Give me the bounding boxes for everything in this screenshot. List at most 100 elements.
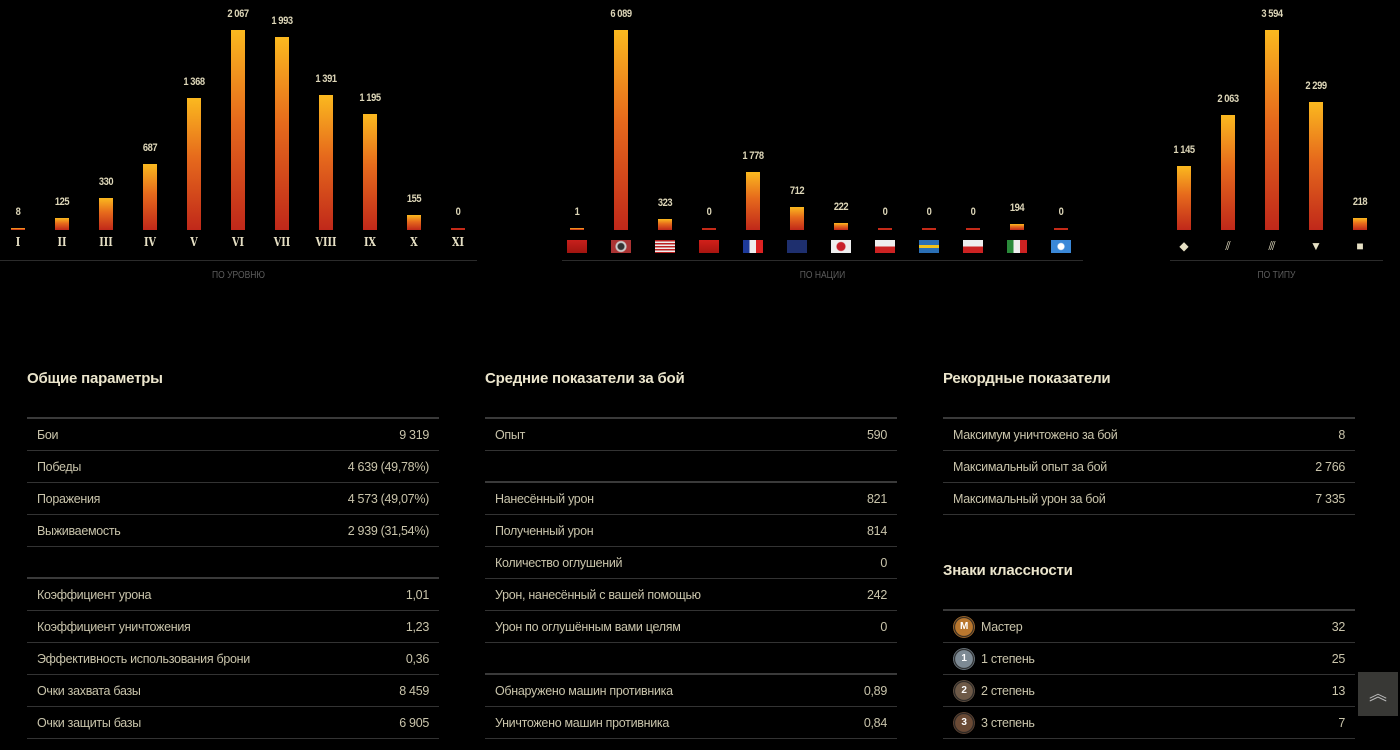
table-row: 1 1 степень 25 xyxy=(943,643,1355,675)
chart-bar[interactable] xyxy=(143,164,157,230)
bar-group[interactable]: 1 xyxy=(555,0,599,260)
bar-group[interactable]: 0 xyxy=(687,0,731,260)
bar-group[interactable]: 0 xyxy=(907,0,951,260)
table-row: 2 2 степень 13 xyxy=(943,675,1355,707)
chart-title: ПО УРОВНЮ xyxy=(212,270,265,281)
bar-group[interactable]: 323 xyxy=(643,0,687,260)
chart-bar[interactable] xyxy=(275,37,289,230)
flag-uk-icon xyxy=(787,240,807,253)
row-value: 4 573 (49,07%) xyxy=(347,491,430,506)
bar-group[interactable]: 2 063 ⫽ xyxy=(1206,0,1250,260)
flag-usa-icon xyxy=(655,240,675,253)
chart-bar[interactable] xyxy=(1309,102,1323,230)
chart-bar[interactable] xyxy=(746,172,760,230)
table-row: Очки защиты базы 6 905 xyxy=(27,707,439,739)
tick-label: IV xyxy=(144,235,156,249)
bar-group[interactable]: 1 195 IX xyxy=(348,0,392,260)
tick-label: I xyxy=(15,235,21,249)
bar-group[interactable]: 1 368 V xyxy=(172,0,216,260)
chart-bar[interactable] xyxy=(834,223,848,230)
data-label: 0 xyxy=(706,206,712,218)
chart-bar[interactable] xyxy=(1010,224,1024,230)
chart-bar[interactable] xyxy=(570,228,584,230)
bar-group[interactable]: 1 145 ◆ xyxy=(1162,0,1206,260)
bar-group[interactable]: 1 778 xyxy=(731,0,775,260)
table-row: Нанесённый урон 821 xyxy=(485,483,897,515)
chart-axis-line xyxy=(0,260,477,261)
stats-table: Опыт 590 Нанесённый урон 821 Полученный урон… xyxy=(485,417,897,739)
chart-bar[interactable] xyxy=(1054,228,1068,230)
chart-bar[interactable] xyxy=(878,228,892,230)
bar-group[interactable]: 3 594 ⫻ xyxy=(1250,0,1294,260)
row-label-wrap: Опыт xyxy=(495,428,525,442)
chart-bar[interactable] xyxy=(363,114,377,230)
row-label: Нанесённый урон xyxy=(495,491,594,506)
flag-intunion-icon xyxy=(1051,240,1071,253)
bar-group[interactable]: 218 ■ xyxy=(1338,0,1382,260)
flag-poland-icon xyxy=(963,240,983,253)
chart-bar[interactable] xyxy=(614,30,628,230)
spacer-row xyxy=(27,547,439,579)
chart-bar[interactable] xyxy=(1221,115,1235,230)
data-label: 155 xyxy=(406,193,422,205)
at-spg-icon: ▼ xyxy=(1310,239,1322,253)
flag-czech-icon xyxy=(875,240,895,253)
chart-bar[interactable] xyxy=(1177,166,1191,230)
chart-bar[interactable] xyxy=(11,228,25,230)
data-label: 1 778 xyxy=(742,150,764,162)
chart-bar[interactable] xyxy=(231,30,245,230)
data-label: 218 xyxy=(1352,196,1368,208)
row-value: 7 335 xyxy=(1315,491,1345,506)
chart-bar[interactable] xyxy=(1265,30,1279,230)
row-label: Коэффициент урона xyxy=(37,587,152,602)
row-label-wrap: Максимальный урон за бой xyxy=(953,492,1106,506)
bar-group[interactable]: 0 xyxy=(863,0,907,260)
bar-group[interactable]: 712 xyxy=(775,0,819,260)
data-label: 8 xyxy=(15,206,21,218)
row-label: Урон по оглушённым вами целям xyxy=(495,619,681,634)
chart-bar[interactable] xyxy=(1353,218,1367,230)
chart-bar[interactable] xyxy=(187,98,201,230)
bar-group[interactable]: 194 xyxy=(995,0,1039,260)
bar-group[interactable]: 155 X xyxy=(392,0,436,260)
medium-tank-icon: ⫽ xyxy=(1225,239,1231,253)
chart-title: ПО НАЦИИ xyxy=(799,270,846,281)
stats-section: Средние показатели за бой Опыт 590 Нанесённ… xyxy=(485,370,897,739)
chart-bar[interactable] xyxy=(319,95,333,230)
row-value: 1,23 xyxy=(405,619,429,634)
bar-group[interactable]: 0 xyxy=(1039,0,1083,260)
bar-group[interactable]: 2 067 VI xyxy=(216,0,260,260)
bar-group[interactable]: 2 299 ▼ xyxy=(1294,0,1338,260)
row-label: Опыт xyxy=(495,427,526,442)
row-label-wrap: M Мастер xyxy=(953,615,1023,638)
spacer-row xyxy=(485,451,897,483)
chart-bar[interactable] xyxy=(658,219,672,230)
row-label-wrap: Бои xyxy=(37,428,59,442)
row-label-wrap: Победы xyxy=(37,460,81,474)
bar-group[interactable]: 330 III xyxy=(84,0,128,260)
bar-group[interactable]: 125 II xyxy=(40,0,84,260)
data-label: 0 xyxy=(1058,206,1064,218)
flag-sweden-icon xyxy=(919,240,939,253)
chart-bar[interactable] xyxy=(407,215,421,230)
chart-bar[interactable] xyxy=(55,218,69,230)
bar-group[interactable]: 1 391 VIII xyxy=(304,0,348,260)
scroll-to-top-button[interactable]: ︽ xyxy=(1358,672,1398,716)
table-row: Максимальный опыт за бой 2 766 xyxy=(943,451,1355,483)
row-label: Обнаружено машин противника xyxy=(495,683,673,698)
chart-bar[interactable] xyxy=(702,228,716,230)
bar-group[interactable]: 222 xyxy=(819,0,863,260)
chart-bar[interactable] xyxy=(99,198,113,230)
chart-bar[interactable] xyxy=(966,228,980,230)
bar-group[interactable]: 687 IV xyxy=(128,0,172,260)
chart-bar[interactable] xyxy=(451,228,465,230)
chart-bar[interactable] xyxy=(922,228,936,230)
table-row: Количество оглушений 0 xyxy=(485,547,897,579)
bar-group[interactable]: 0 xyxy=(951,0,995,260)
table-row: Обнаружено машин противника 0,89 xyxy=(485,675,897,707)
bar-group[interactable]: 6 089 xyxy=(599,0,643,260)
bar-group[interactable]: 1 993 VII xyxy=(260,0,304,260)
bar-group[interactable]: 0 XI xyxy=(436,0,480,260)
chart-bar[interactable] xyxy=(790,207,804,230)
